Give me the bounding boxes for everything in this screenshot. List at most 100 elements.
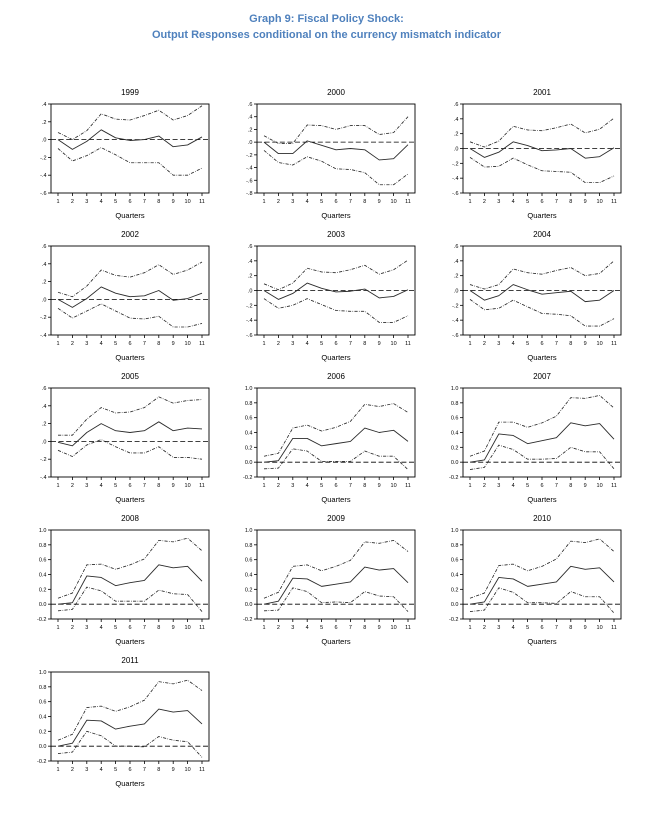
y-tick-label: 0.8 [245, 543, 253, 549]
x-tick-label: 11 [199, 625, 205, 631]
y-tick-label: .2 [42, 422, 47, 428]
y-tick-label: -0.2 [37, 617, 46, 623]
y-tick-label: -.4 [246, 166, 252, 172]
y-tick-label: 0.6 [39, 700, 47, 706]
x-tick-label: 5 [114, 199, 117, 205]
x-tick-label: 1 [468, 483, 471, 489]
x-tick-label: 8 [157, 341, 160, 347]
series-lower-band [57, 439, 203, 460]
chart-xlabel: Quarters [115, 495, 145, 504]
subplot-2004: 2004 .6 .4 .2 .0 -.2 -.4 -.6 1 2 3 4 5 6 7 8 9 10 11 Quarte… [442, 229, 628, 363]
series-upper-band [469, 260, 615, 290]
x-tick-label: 9 [172, 625, 175, 631]
y-tick-label: 0.4 [39, 573, 47, 579]
x-tick-label: 7 [349, 341, 352, 347]
x-tick-label: 6 [128, 767, 131, 773]
page-title-line2: Output Responses conditional on the curr… [152, 29, 501, 41]
y-tick-label: -.4 [452, 176, 458, 182]
x-tick-label: 2 [71, 767, 74, 773]
x-tick-label: 2 [483, 341, 486, 347]
chart-plot: .6 .4 .2 .0 -.2 -.4 1 2 3 4 5 6 7 8 9 10 11 [40, 386, 210, 489]
chart-plot: .4 .2 .0 -.2 -.4 -.6 1 2 3 4 5 6 7 8 9 10 11 [40, 102, 210, 205]
chart-row: 1999.4.2.0 -.2 -.4 -.6 1 2 3 4 5 6 7 8 9 10 11 Quarters… [30, 87, 653, 221]
x-tick-label: 9 [172, 341, 175, 347]
y-tick-label: .2 [248, 127, 253, 133]
series-lower-band [263, 587, 409, 612]
x-tick-label: 7 [349, 199, 352, 205]
plot-border [256, 529, 416, 620]
y-tick-label: 0.4 [245, 573, 253, 579]
chart-xlabel: Quarters [321, 353, 351, 362]
x-tick-label: 11 [405, 341, 411, 347]
x-tick-label: 1 [262, 341, 265, 347]
x-tick-label: 6 [334, 341, 337, 347]
x-tick-label: 6 [334, 483, 337, 489]
y-tick-label: .4 [454, 117, 459, 123]
x-tick-label: 4 [100, 483, 103, 489]
x-tick-label: 5 [114, 625, 117, 631]
x-tick-label: 3 [85, 625, 88, 631]
x-tick-label: 2 [277, 341, 280, 347]
x-tick-label: 4 [100, 767, 103, 773]
subplot-2001: 2001 .6 .4 .2 .0 -.2 -.4 -.6 1 2 3 4 5 6 7 8 9 10 11 Quarte… [442, 87, 628, 221]
y-tick-label: .0 [42, 297, 47, 303]
y-tick-label: 0.0 [39, 744, 47, 750]
x-tick-label: 4 [306, 625, 309, 631]
y-tick-label: -.8 [246, 191, 252, 197]
x-tick-label: 2 [277, 625, 280, 631]
y-tick-label: .4 [42, 102, 47, 108]
y-tick-label: -.2 [246, 303, 252, 309]
chart-title: 2007 [533, 372, 551, 381]
series-response [469, 284, 615, 303]
x-tick-label: 5 [526, 199, 529, 205]
charts-grid: 1999.4.2.0 -.2 -.4 -.6 1 2 3 4 5 6 7 8 9 10 11 Quarters… [30, 87, 653, 789]
y-tick-label: 0.0 [451, 460, 459, 466]
chart-plot: 1.0 0.8 0.6 0.4 0.2 0.0 -0.2 1 2 3 4 5 6 7 8 9 10 11 [449, 528, 622, 631]
y-tick-label: 0.6 [451, 558, 459, 564]
x-tick-label: 3 [291, 341, 294, 347]
x-tick-label: 11 [611, 625, 617, 631]
y-tick-label: .6 [248, 102, 253, 108]
x-tick-label: 8 [569, 625, 572, 631]
y-tick-label: -0.2 [243, 475, 252, 481]
y-tick-label: 0.4 [451, 431, 459, 437]
chart-xlabel: Quarters [321, 637, 351, 646]
x-tick-label: 4 [306, 199, 309, 205]
x-tick-label: 5 [114, 483, 117, 489]
chart-plot: .6 .4 .2 .0 -.2 -.4 -.6 1 2 3 4 5 6 7 8 9 10 11 [246, 244, 416, 347]
x-tick-label: 1 [56, 767, 59, 773]
x-tick-label: 9 [378, 483, 381, 489]
y-tick-label: -.2 [452, 303, 458, 309]
x-tick-label: 5 [320, 341, 323, 347]
x-tick-label: 2 [483, 625, 486, 631]
chart-plot: 1.0 0.8 0.6 0.4 0.2 0.0 -0.2 1 2 3 4 5 6 7 8 9 10 11 [37, 528, 210, 631]
y-tick-label: .4 [42, 262, 47, 268]
x-tick-label: 3 [85, 767, 88, 773]
plot-border [50, 245, 210, 336]
y-tick-label: .6 [248, 244, 253, 250]
y-tick-label: -.4 [246, 318, 252, 324]
plot-border [256, 103, 416, 194]
y-tick-label: -.6 [40, 191, 46, 197]
x-tick-label: 9 [378, 199, 381, 205]
y-tick-label: -0.2 [449, 475, 458, 481]
x-tick-label: 7 [143, 483, 146, 489]
series-upper-band [263, 259, 409, 291]
x-tick-label: 7 [349, 483, 352, 489]
y-tick-label: 1.0 [245, 386, 253, 392]
x-tick-label: 7 [143, 767, 146, 773]
x-tick-label: 8 [569, 199, 572, 205]
chart-xlabel: Quarters [527, 353, 557, 362]
y-tick-label: 0.4 [245, 431, 253, 437]
x-tick-label: 7 [555, 625, 558, 631]
y-tick-label: -.2 [452, 161, 458, 167]
y-tick-label: .4 [454, 259, 459, 265]
plot-border [50, 671, 210, 762]
x-tick-label: 4 [306, 341, 309, 347]
chart-row: 2002.6.4.2.0 -.2 -.4 1 2 3 4 5 6 7 8 9 10 11 Quarters 2… [30, 229, 653, 363]
x-tick-label: 6 [540, 483, 543, 489]
chart-title: 2008 [121, 514, 139, 523]
series-lower-band [263, 448, 409, 470]
x-tick-label: 5 [526, 483, 529, 489]
y-tick-label: 0.2 [451, 445, 459, 451]
